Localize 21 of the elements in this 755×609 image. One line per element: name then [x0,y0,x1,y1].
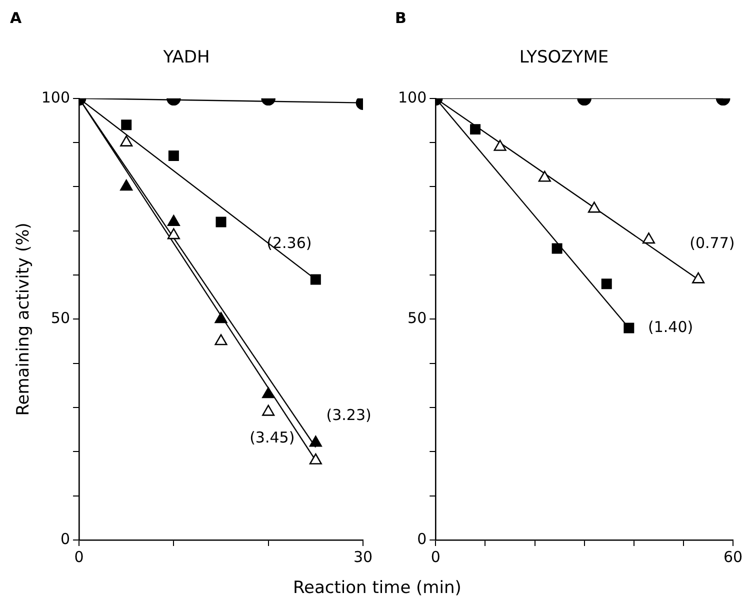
x-tick-label: 60 [723,548,743,566]
chart-title: B [395,8,406,27]
x-tick-label: 0 [430,548,440,566]
annotation: (1.40) [648,318,694,336]
y-tick-label: 100 [41,88,70,106]
x-axis-title: Reaction time (min) [293,578,462,598]
annotation: (0.77) [690,234,735,252]
y-tick-label: 100 [398,88,427,106]
y-tick-label: 0 [60,530,70,548]
x-tick-label: 0 [74,548,84,566]
annotation: (3.45) [250,428,295,446]
chart-subtitle: YADH [162,48,210,68]
y-tick-label: 50 [50,309,70,328]
y-tick-label: 50 [408,309,427,328]
chart-subtitle: LYSOZYME [519,48,609,68]
x-tick-label: 30 [353,548,373,566]
annotation: (3.23) [326,406,372,424]
chart-title: A [10,8,22,27]
annotation: (2.36) [266,234,312,252]
y-tick-label: 0 [417,530,427,548]
y-axis-title: Remaining activity (%) [14,222,34,416]
